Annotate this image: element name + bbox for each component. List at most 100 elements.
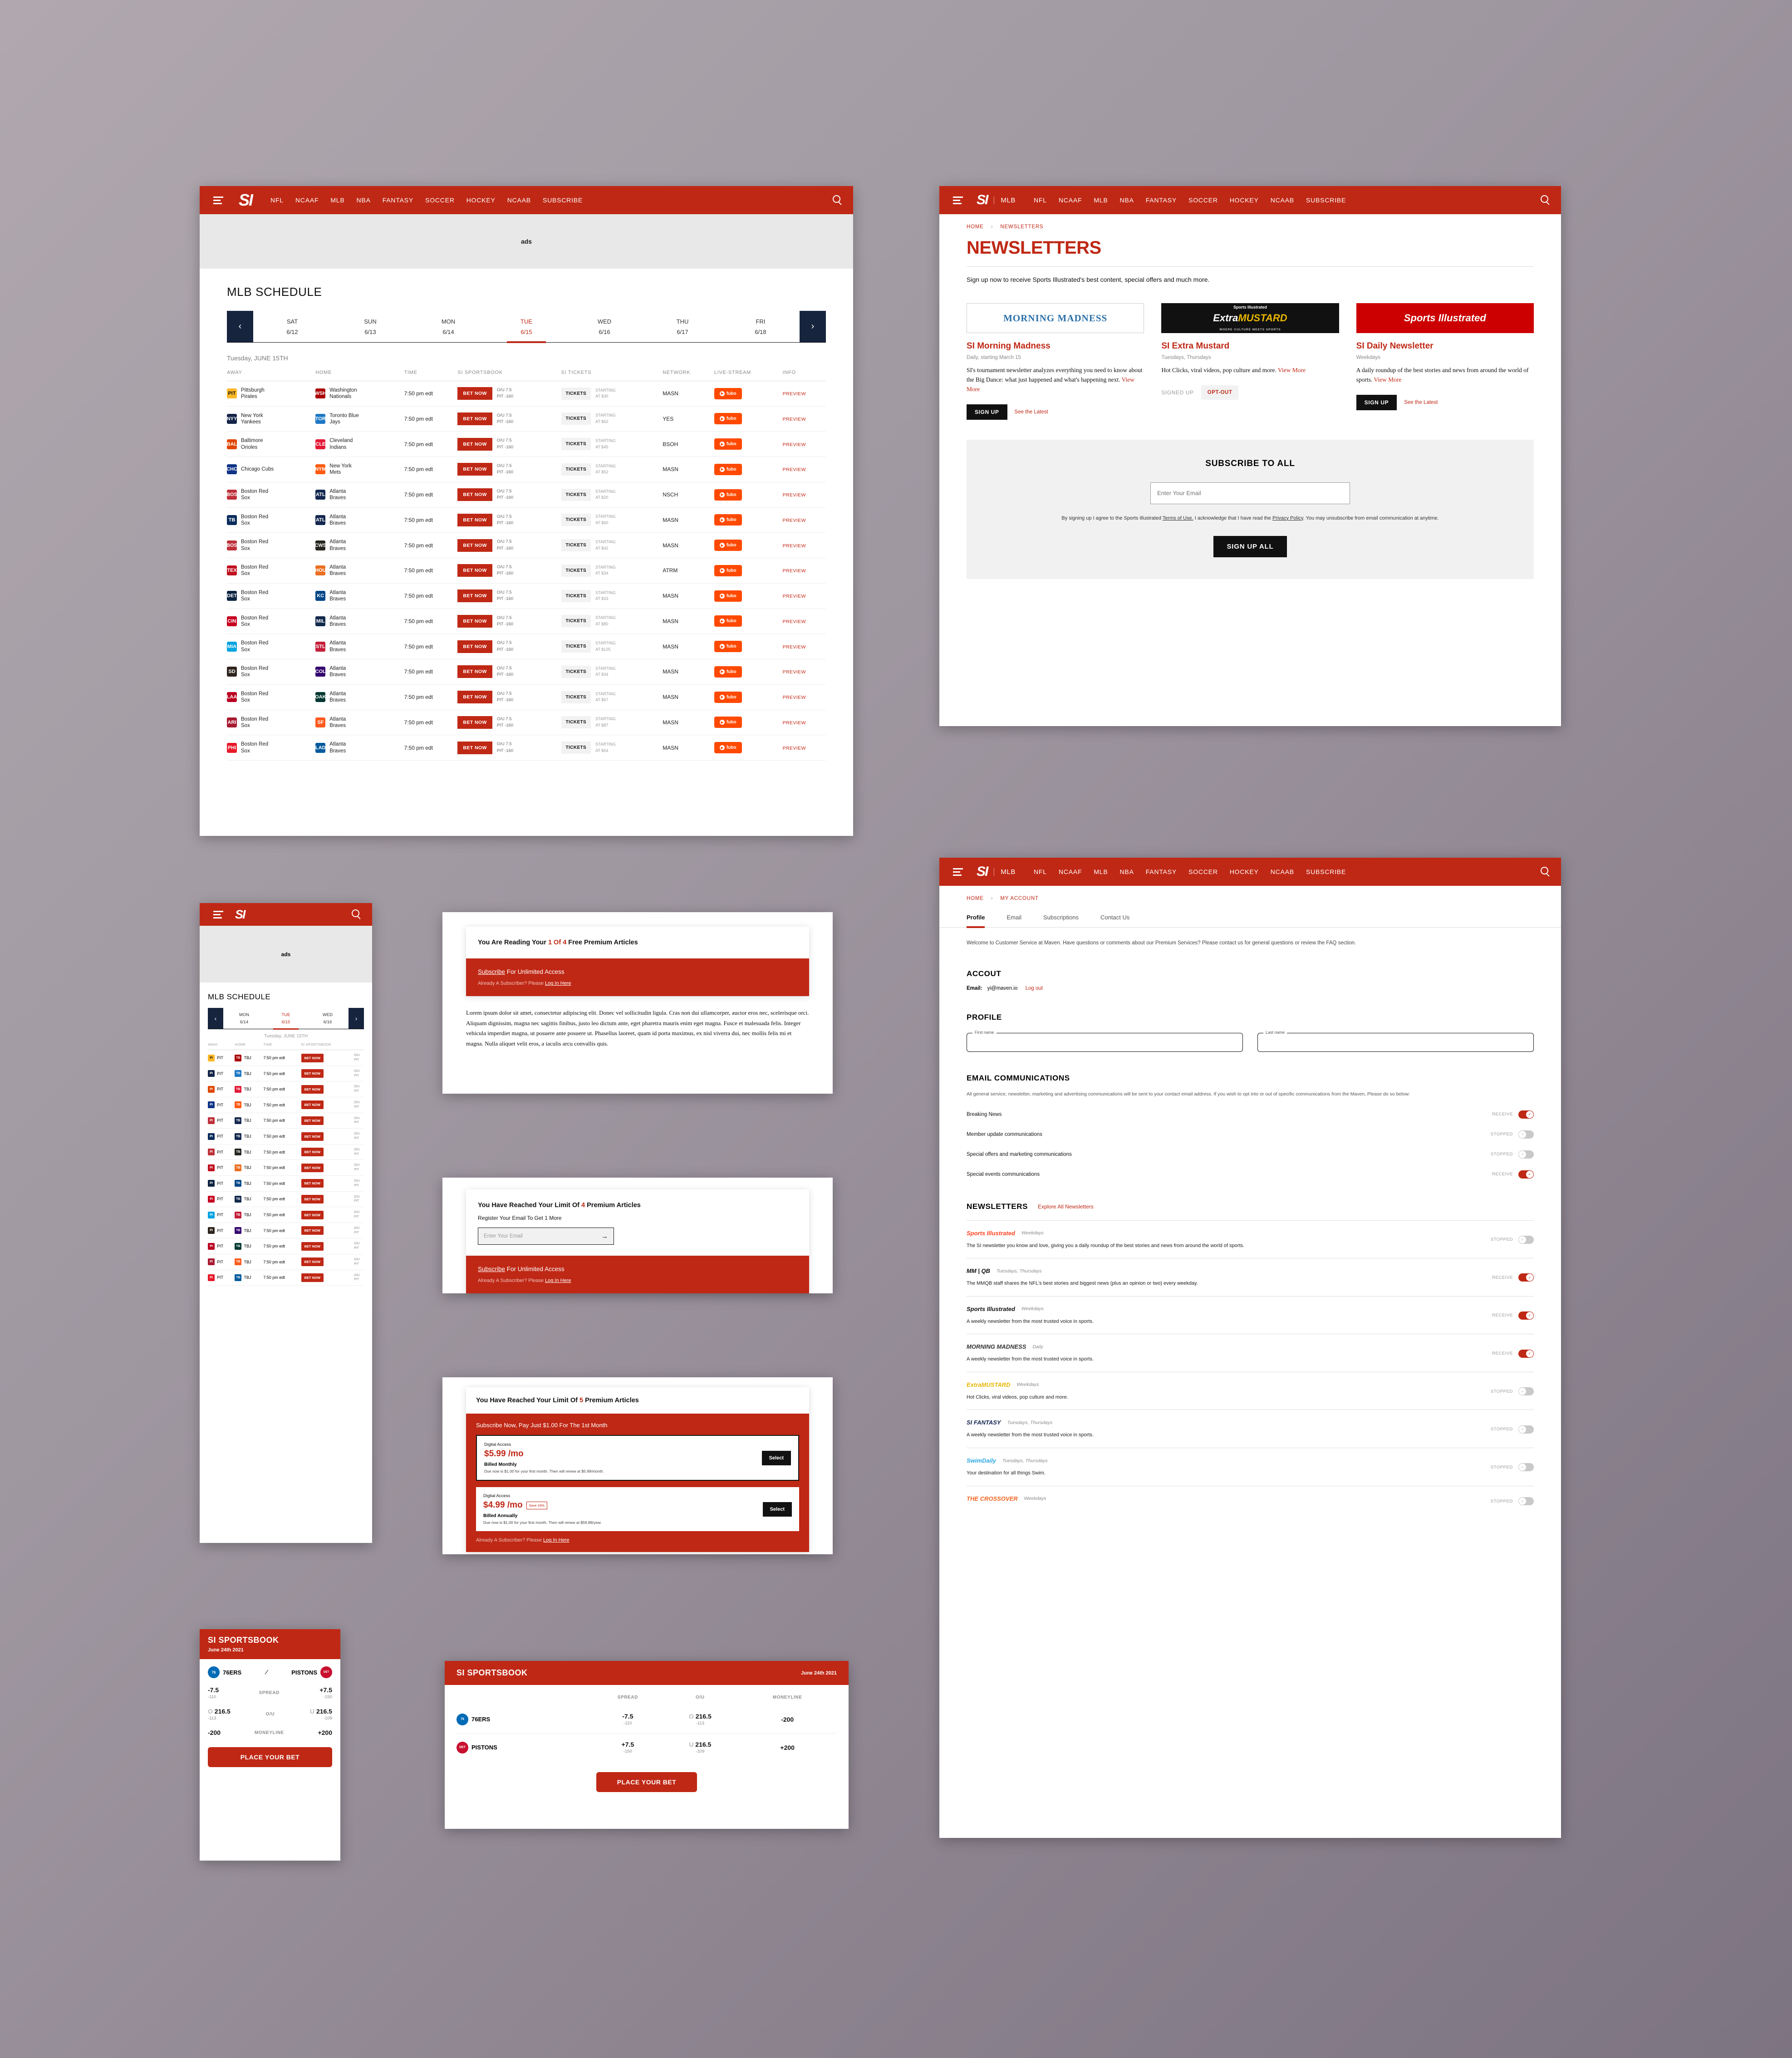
fubo-button[interactable]: ▶ fubo: [714, 717, 742, 728]
bet-now-button[interactable]: BET NOW: [301, 1132, 324, 1141]
preview-link[interactable]: PREVIEW: [782, 467, 806, 473]
terms-of-use-link[interactable]: Terms of Use.: [1162, 515, 1193, 521]
login-link[interactable]: Log In Here: [543, 1537, 570, 1543]
nav-link-hockey[interactable]: HOCKEY: [466, 196, 496, 204]
nav-link-ncaaf[interactable]: NCAAF: [295, 196, 319, 204]
fubo-button[interactable]: ▶ fubo: [714, 590, 742, 602]
preference-toggle[interactable]: ×: [1518, 1130, 1534, 1139]
preview-link[interactable]: PREVIEW: [782, 543, 806, 549]
day-tab-tue[interactable]: TUE 6/15: [265, 1008, 307, 1030]
bet-now-button[interactable]: BET NOW: [457, 564, 492, 577]
tickets-button[interactable]: TICKETS: [561, 539, 591, 552]
fubo-button[interactable]: ▶ fubo: [714, 565, 742, 576]
tickets-button[interactable]: TICKETS: [561, 463, 591, 476]
si-logo[interactable]: SI: [235, 907, 245, 921]
fubo-button[interactable]: ▶ fubo: [714, 666, 742, 678]
nav-link-subscribe[interactable]: SUBSCRIBE: [1306, 196, 1346, 204]
sign-up-button[interactable]: SIGN UP: [1356, 394, 1397, 410]
tickets-button[interactable]: TICKETS: [561, 438, 591, 451]
nav-link-hockey[interactable]: HOCKEY: [1229, 868, 1259, 875]
bet-now-button[interactable]: BET NOW: [457, 437, 492, 451]
tickets-button[interactable]: TICKETS: [561, 615, 591, 628]
tickets-button[interactable]: TICKETS: [561, 640, 591, 653]
nav-link-hockey[interactable]: HOCKEY: [1229, 196, 1259, 204]
newsletter-toggle[interactable]: ×: [1518, 1425, 1534, 1434]
breadcrumb-home[interactable]: HOME: [967, 896, 984, 901]
first-name-field[interactable]: First name: [967, 1030, 1243, 1052]
bet-now-button[interactable]: BET NOW: [301, 1148, 324, 1157]
logout-link[interactable]: Log out: [1025, 986, 1043, 992]
sign-up-button[interactable]: SIGN UP: [967, 404, 1007, 420]
bet-now-button[interactable]: BET NOW: [457, 589, 492, 603]
bet-now-button[interactable]: BET NOW: [301, 1163, 324, 1172]
day-tab-mon[interactable]: MON 6/14: [409, 311, 487, 342]
nav-link-nfl[interactable]: NFL: [1034, 196, 1047, 204]
nav-link-mlb[interactable]: MLB: [1094, 196, 1108, 204]
view-more-link[interactable]: View More: [967, 376, 1134, 393]
preview-link[interactable]: PREVIEW: [782, 720, 806, 726]
tab-email[interactable]: Email: [1006, 914, 1021, 921]
tab-subscriptions[interactable]: Subscriptions: [1043, 914, 1079, 921]
nav-link-fantasy[interactable]: FANTASY: [382, 196, 414, 204]
fubo-button[interactable]: ▶ fubo: [714, 540, 742, 551]
day-tab-fri[interactable]: FRI 6/18: [722, 311, 800, 342]
search-icon[interactable]: [833, 195, 840, 205]
fubo-button[interactable]: ▶ fubo: [714, 514, 742, 526]
bet-now-button[interactable]: BET NOW: [301, 1226, 324, 1235]
bet-now-button[interactable]: BET NOW: [457, 614, 492, 628]
day-tab-sun[interactable]: SUN 6/13: [331, 311, 409, 342]
nav-link-ncaaf[interactable]: NCAAF: [1058, 868, 1082, 875]
search-icon[interactable]: [1541, 867, 1548, 877]
home-ou[interactable]: U 216.5: [310, 1708, 332, 1715]
day-tab-tue[interactable]: TUE 6/15: [487, 311, 565, 343]
nav-link-nba[interactable]: NBA: [1119, 196, 1134, 204]
hamburger-icon[interactable]: [953, 196, 963, 204]
last-name-field[interactable]: Last name: [1257, 1030, 1534, 1052]
tickets-button[interactable]: TICKETS: [561, 514, 591, 526]
opt-out-button[interactable]: OPT-OUT: [1201, 385, 1239, 400]
bet-now-button[interactable]: BET NOW: [301, 1100, 324, 1110]
bet-now-button[interactable]: BET NOW: [457, 488, 492, 501]
search-icon[interactable]: [352, 909, 359, 919]
nav-link-nfl[interactable]: NFL: [270, 196, 284, 204]
day-tab-thu[interactable]: THU 6/17: [643, 311, 722, 342]
cell-ou[interactable]: O 216.5 -113: [662, 1705, 738, 1734]
select-plan-button[interactable]: Select: [761, 1450, 791, 1465]
nav-link-mlb[interactable]: MLB: [330, 196, 345, 204]
preference-toggle[interactable]: ×: [1518, 1150, 1534, 1159]
bet-now-button[interactable]: BET NOW: [301, 1242, 324, 1251]
hamburger-icon[interactable]: [953, 868, 963, 876]
hamburger-icon[interactable]: [213, 910, 223, 918]
place-bet-button[interactable]: PLACE YOUR BET: [596, 1772, 697, 1792]
tickets-button[interactable]: TICKETS: [561, 488, 591, 501]
see-the-latest-link[interactable]: See the Latest: [1404, 399, 1438, 405]
nav-link-fantasy[interactable]: FANTASY: [1145, 868, 1177, 875]
fubo-button[interactable]: ▶ fubo: [714, 742, 742, 754]
subscribe-all-email-input[interactable]: [1150, 482, 1350, 504]
away-moneyline[interactable]: -200: [208, 1729, 221, 1736]
privacy-policy-link[interactable]: Privacy Policy: [1272, 515, 1303, 521]
nav-link-ncaab[interactable]: NCAAB: [1270, 868, 1294, 875]
cell-spread[interactable]: +7.5 -150: [593, 1734, 662, 1762]
next-day-button[interactable]: ›: [800, 311, 826, 342]
bet-now-button[interactable]: BET NOW: [457, 513, 492, 526]
tickets-button[interactable]: TICKETS: [561, 716, 591, 729]
next-day-button[interactable]: ›: [349, 1008, 364, 1029]
preview-link[interactable]: PREVIEW: [782, 594, 806, 599]
preview-link[interactable]: PREVIEW: [782, 416, 806, 422]
bet-now-button[interactable]: BET NOW: [301, 1053, 324, 1062]
explore-all-newsletters-link[interactable]: Explore All Newsletters: [1038, 1203, 1094, 1210]
bet-now-button[interactable]: BET NOW: [301, 1069, 324, 1078]
bet-now-button[interactable]: BET NOW: [457, 539, 492, 552]
plan-option[interactable]: Digtial Access $4.99 /mo Save 33% Billed An…: [476, 1487, 799, 1532]
newsletter-toggle[interactable]: ×: [1518, 1387, 1534, 1396]
preference-toggle[interactable]: ✓: [1518, 1170, 1534, 1179]
nav-link-nba[interactable]: NBA: [356, 196, 371, 204]
bet-now-button[interactable]: BET NOW: [301, 1194, 324, 1203]
away-ou[interactable]: O 216.5: [208, 1708, 231, 1715]
nav-link-soccer[interactable]: SOCCER: [1188, 868, 1218, 875]
nav-link-subscribe[interactable]: SUBSCRIBE: [542, 196, 583, 204]
newsletter-toggle[interactable]: ×: [1518, 1463, 1534, 1472]
day-tab-wed[interactable]: WED 6/16: [307, 1008, 349, 1029]
login-link[interactable]: Log In Here: [545, 1278, 571, 1284]
